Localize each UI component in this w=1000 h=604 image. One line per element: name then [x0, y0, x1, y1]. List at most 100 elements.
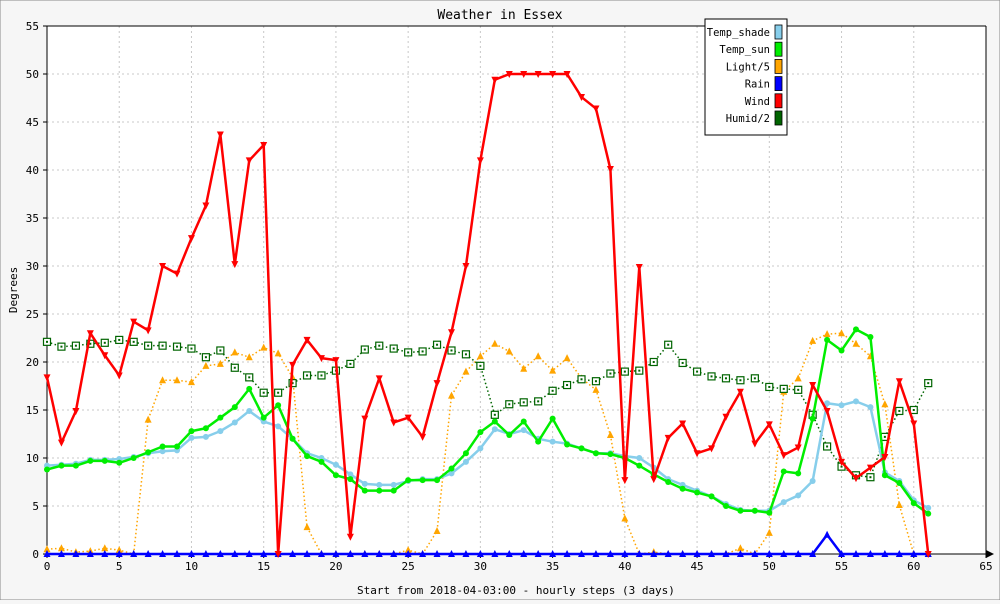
point-dot	[347, 471, 354, 478]
point-dot	[332, 472, 339, 479]
point-dot	[491, 426, 498, 433]
point-dot	[737, 507, 744, 514]
point-triangle-down	[592, 105, 600, 113]
point-square-center	[594, 380, 597, 383]
point-square-center	[320, 374, 323, 377]
point-triangle-down	[72, 407, 80, 415]
x-axis-arrow	[986, 550, 994, 558]
legend-swatch	[774, 59, 783, 74]
point-triangle-up	[866, 550, 874, 557]
point-triangle-up	[491, 550, 499, 557]
point-dot	[217, 428, 224, 435]
point-triangle-up	[693, 550, 701, 557]
point-dot	[231, 404, 238, 411]
series-lines	[42, 71, 933, 558]
point-dot	[867, 334, 874, 341]
point-triangle-up	[910, 550, 918, 557]
point-dot	[448, 465, 455, 472]
point-triangle-up	[606, 550, 614, 557]
point-square-center	[118, 338, 121, 341]
point-square-center	[710, 375, 713, 378]
point-triangle-up	[708, 550, 716, 557]
point-triangle-down	[390, 419, 398, 427]
point-triangle-down	[866, 464, 874, 472]
point-triangle-up	[578, 550, 586, 557]
point-dot	[592, 450, 599, 457]
y-tick-label: 25	[26, 308, 39, 321]
point-triangle-down	[621, 477, 629, 485]
point-triangle-down	[534, 71, 542, 78]
point-dot	[852, 326, 859, 333]
point-dot	[202, 433, 209, 440]
point-triangle-up	[57, 544, 65, 552]
point-triangle-down	[231, 261, 239, 269]
point-dot	[231, 419, 238, 426]
point-square-center	[392, 347, 395, 350]
point-dot	[275, 402, 282, 409]
point-dot	[462, 450, 469, 457]
point-square-center	[927, 382, 930, 385]
point-dot	[217, 414, 224, 421]
legend-box	[704, 18, 788, 136]
point-dot	[809, 415, 816, 422]
point-triangle-down	[794, 444, 802, 452]
point-triangle-up	[534, 352, 542, 360]
x-tick-label: 50	[763, 560, 776, 573]
point-dot	[361, 487, 368, 494]
point-triangle-up	[187, 378, 195, 386]
point-triangle-up	[216, 359, 224, 367]
point-dot	[174, 443, 181, 450]
point-triangle-up	[245, 353, 253, 361]
legend-label: Temp_sun	[719, 44, 770, 56]
point-triangle-up	[404, 550, 412, 557]
point-triangle-down	[505, 71, 513, 78]
x-tick-label: 5	[116, 560, 123, 573]
point-triangle-up	[86, 550, 94, 557]
point-triangle-up	[390, 550, 398, 557]
point-triangle-down	[736, 388, 744, 396]
point-square-center	[566, 384, 569, 387]
legend-swatch	[774, 76, 783, 91]
point-dot	[751, 507, 758, 514]
y-tick-label: 5	[32, 500, 39, 513]
series-line	[46, 332, 929, 555]
point-triangle-down	[375, 375, 383, 383]
point-dot	[910, 500, 917, 507]
point-dot	[58, 462, 65, 469]
point-triangle-up	[621, 514, 629, 522]
point-triangle-up	[520, 364, 528, 372]
point-triangle-up	[462, 550, 470, 557]
point-triangle-down	[202, 202, 210, 210]
point-triangle-up	[57, 550, 65, 557]
point-triangle-down	[895, 378, 903, 386]
y-tick-label: 30	[26, 260, 39, 273]
series-line	[45, 72, 930, 556]
point-triangle-up	[520, 550, 528, 557]
point-triangle-up	[621, 550, 629, 557]
point-square-center	[407, 351, 410, 354]
point-dot	[520, 418, 527, 425]
point-triangle-down	[187, 235, 195, 243]
point-dot	[636, 462, 643, 469]
point-square-center	[204, 356, 207, 359]
point-square-center	[840, 465, 843, 468]
point-square-center	[638, 369, 641, 372]
point-dot	[44, 466, 50, 473]
point-square-center	[826, 445, 829, 448]
x-tick-label: 25	[402, 560, 415, 573]
point-dot	[332, 461, 339, 468]
series-rain	[43, 530, 932, 557]
tick-labels: 0 5 10 15 20 25 30 35 40 45 50 55 60 65 0 5 10 15 20 25 30 35…	[26, 20, 993, 573]
point-triangle-up	[895, 550, 903, 557]
point-dot	[376, 487, 383, 494]
point-dot	[116, 459, 123, 466]
point-triangle-down	[447, 329, 455, 337]
point-triangle-down	[289, 361, 297, 369]
point-triangle-up	[202, 361, 210, 369]
point-dot	[289, 435, 296, 442]
point-triangle-up	[72, 550, 80, 557]
point-square-center	[349, 362, 352, 365]
point-triangle-down	[780, 452, 788, 460]
point-triangle-down	[43, 374, 51, 382]
